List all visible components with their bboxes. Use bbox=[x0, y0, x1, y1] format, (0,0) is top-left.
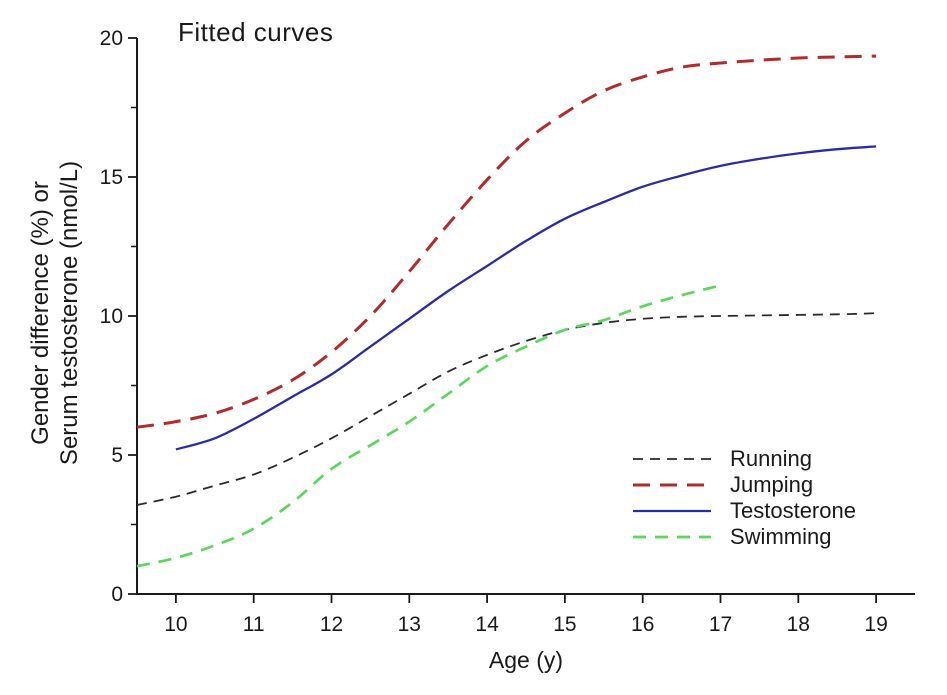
x-tick-label: 16 bbox=[631, 613, 654, 636]
legend-label-testosterone: Testosterone bbox=[730, 498, 856, 523]
legend-item-testosterone: Testosterone bbox=[633, 498, 856, 524]
x-tick-label: 18 bbox=[787, 613, 810, 636]
y-axis-label: Gender difference (%) or Serum testoster… bbox=[26, 13, 84, 613]
legend-label-jumping: Jumping bbox=[730, 472, 814, 497]
legend: Running Jumping Testosterone Swimming bbox=[633, 446, 856, 550]
legend-line-testosterone-icon bbox=[633, 509, 711, 513]
legend-item-jumping: Jumping bbox=[633, 472, 856, 498]
x-tick-label: 17 bbox=[709, 613, 732, 636]
legend-label-running: Running bbox=[730, 446, 812, 471]
legend-line-swimming-icon bbox=[633, 535, 711, 539]
y-tick-label: 20 bbox=[100, 27, 123, 50]
x-tick-label: 19 bbox=[864, 613, 887, 636]
series-jumping-curve bbox=[136, 54, 877, 429]
x-tick-label: 11 bbox=[243, 613, 265, 636]
x-tick-label: 13 bbox=[398, 613, 421, 636]
chart-title: Fitted curves bbox=[178, 17, 334, 47]
legend-line-jumping-icon bbox=[633, 483, 711, 487]
x-axis-label: Age (y) bbox=[488, 647, 564, 673]
x-tick-label: 12 bbox=[320, 613, 343, 636]
x-tick-label: 10 bbox=[164, 613, 187, 636]
y-axis-label-line1: Gender difference (%) or bbox=[27, 181, 54, 445]
series-testosterone-curve bbox=[175, 145, 877, 451]
legend-line-running-icon bbox=[633, 458, 711, 460]
legend-label-swimming: Swimming bbox=[730, 524, 832, 549]
y-axis-label-line2: Serum testosterone (nmol/L) bbox=[56, 160, 83, 466]
series-running-curve bbox=[136, 312, 877, 506]
series-swimming-curve bbox=[136, 284, 721, 568]
x-tick-label: 15 bbox=[553, 613, 576, 636]
y-tick-label: 5 bbox=[111, 444, 123, 467]
legend-item-running: Running bbox=[633, 446, 856, 472]
y-tick-label: 10 bbox=[100, 305, 123, 328]
y-tick-label: 0 bbox=[111, 583, 123, 606]
legend-item-swimming: Swimming bbox=[633, 524, 856, 550]
y-tick-label: 15 bbox=[100, 166, 123, 189]
x-tick-label: 14 bbox=[475, 613, 499, 636]
